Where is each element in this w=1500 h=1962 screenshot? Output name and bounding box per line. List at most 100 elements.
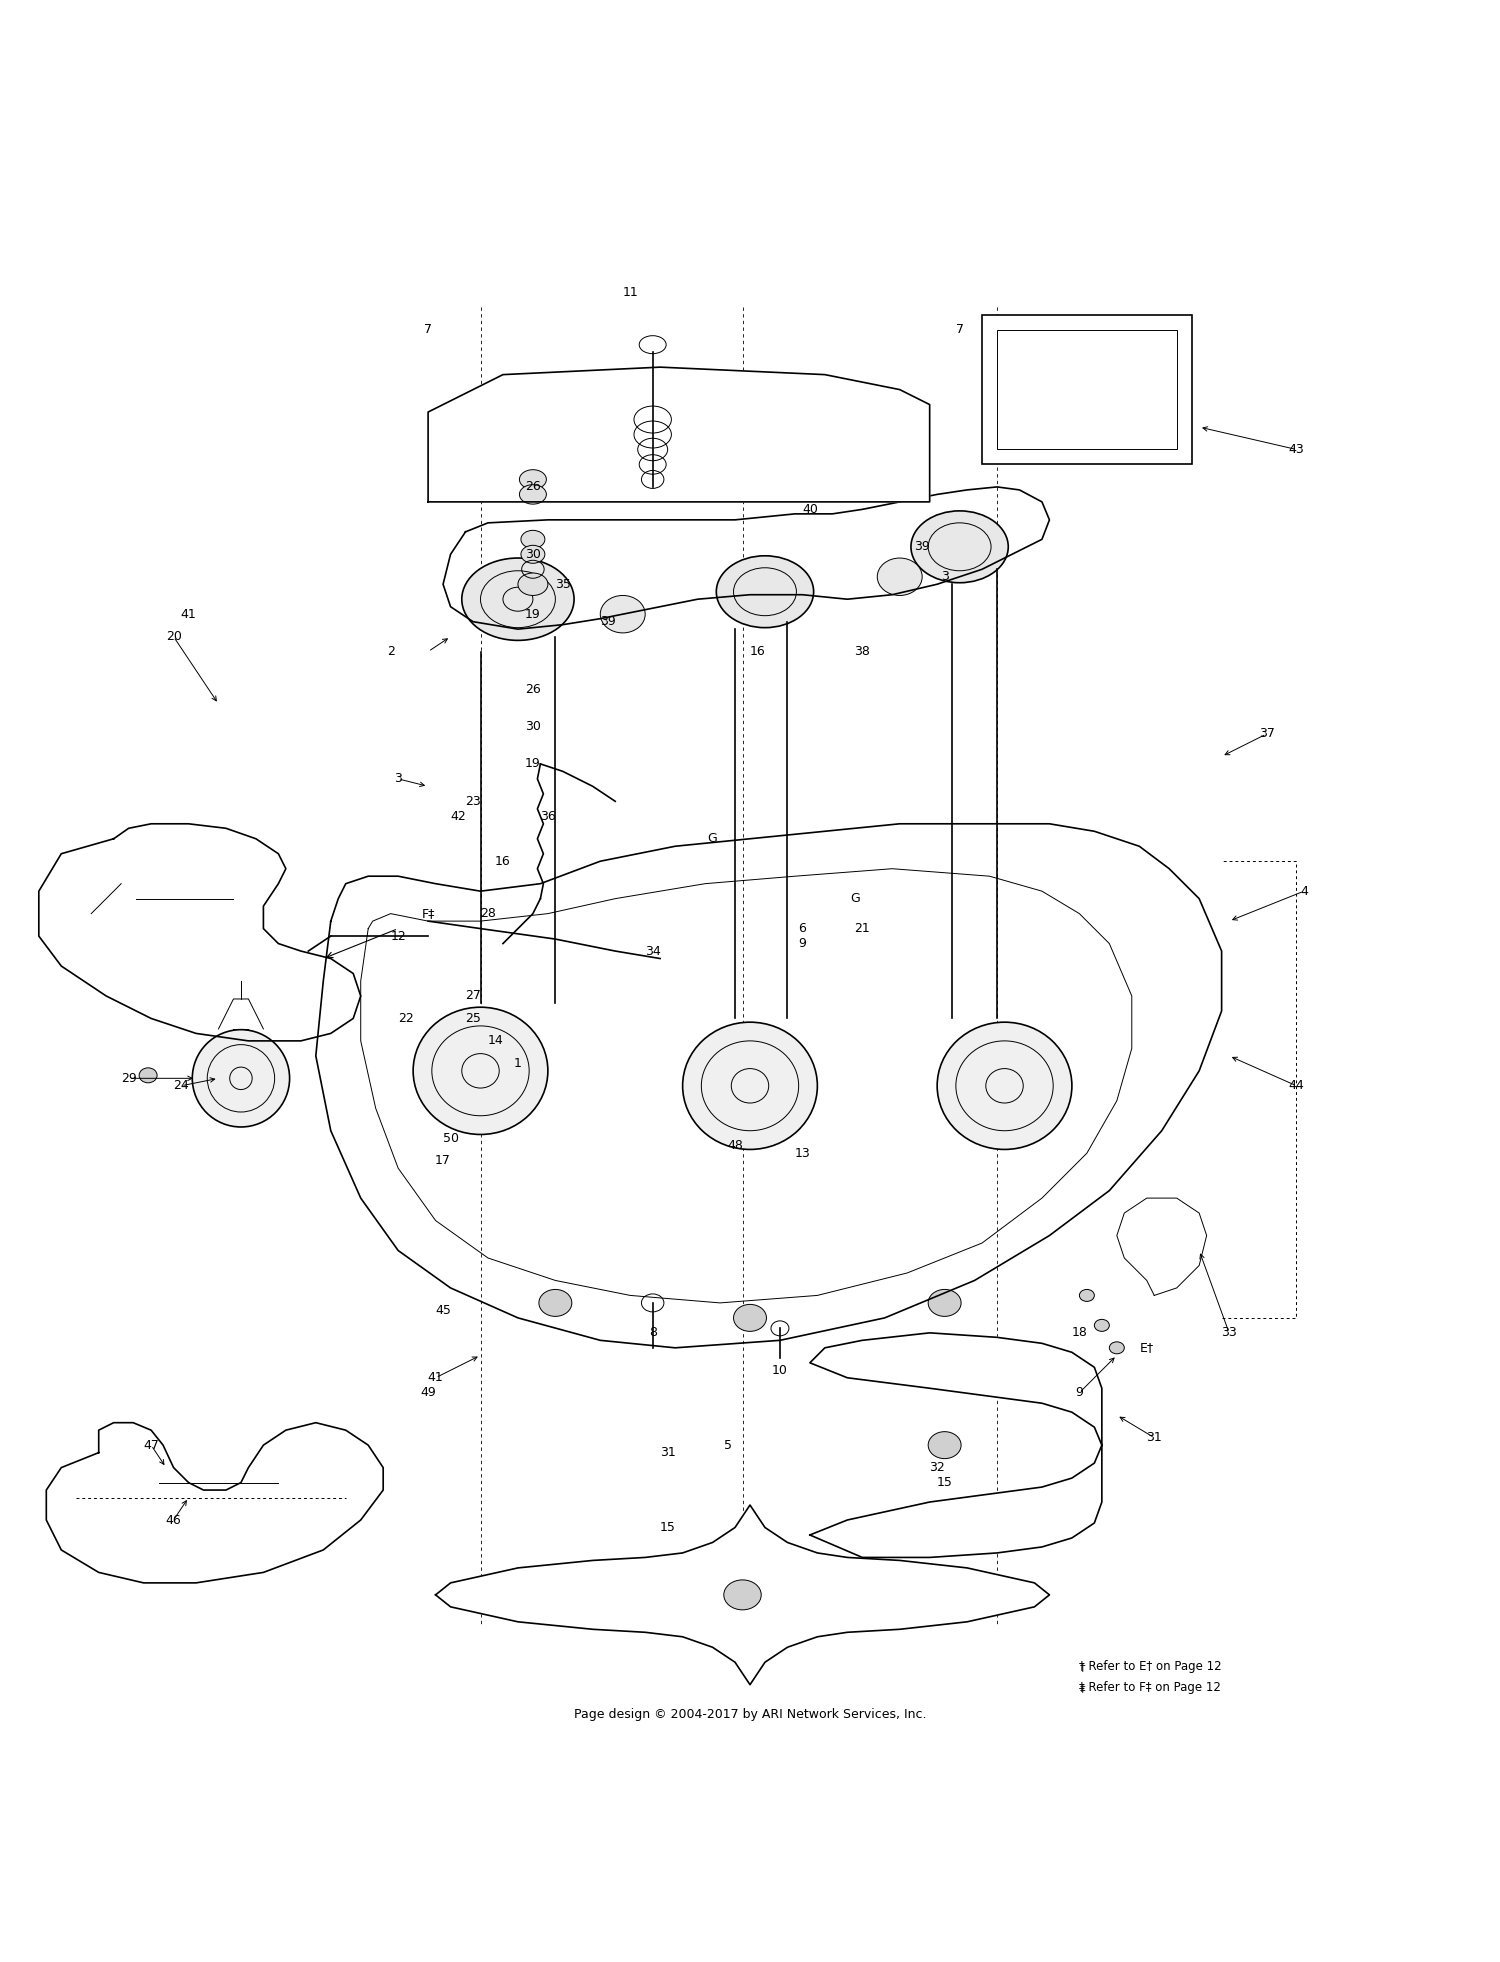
Ellipse shape xyxy=(734,1305,766,1332)
Text: G: G xyxy=(708,832,717,846)
Ellipse shape xyxy=(878,557,922,594)
Text: 28: 28 xyxy=(480,906,496,920)
Text: ARI: ARI xyxy=(591,899,909,1063)
Polygon shape xyxy=(46,1422,382,1583)
Text: 42: 42 xyxy=(450,810,466,822)
Ellipse shape xyxy=(1110,1342,1125,1354)
Text: 15: 15 xyxy=(660,1521,675,1534)
Text: 8: 8 xyxy=(648,1326,657,1340)
Text: 30: 30 xyxy=(525,547,542,561)
Ellipse shape xyxy=(519,485,546,504)
Text: 45: 45 xyxy=(435,1305,451,1317)
Text: 48: 48 xyxy=(728,1140,742,1152)
Text: 3: 3 xyxy=(394,773,402,785)
Ellipse shape xyxy=(717,555,813,628)
Text: 11: 11 xyxy=(622,286,638,298)
Text: 16: 16 xyxy=(750,645,765,657)
Text: 30: 30 xyxy=(525,720,542,734)
Text: 18: 18 xyxy=(1071,1326,1088,1340)
Text: 31: 31 xyxy=(1146,1430,1162,1444)
Text: 47: 47 xyxy=(142,1438,159,1452)
Text: 44: 44 xyxy=(1288,1079,1305,1093)
Polygon shape xyxy=(810,1332,1102,1558)
Text: 10: 10 xyxy=(772,1364,788,1377)
Text: 7: 7 xyxy=(956,324,963,336)
Text: 22: 22 xyxy=(398,1012,414,1024)
Text: 26: 26 xyxy=(525,481,542,492)
Text: 23: 23 xyxy=(465,795,482,808)
Text: 36: 36 xyxy=(540,810,555,822)
Text: 26: 26 xyxy=(525,683,542,697)
Text: 7: 7 xyxy=(424,324,432,336)
Polygon shape xyxy=(39,824,360,1042)
Text: G: G xyxy=(850,893,859,904)
Ellipse shape xyxy=(538,1289,572,1317)
Text: 25: 25 xyxy=(465,1012,482,1024)
Ellipse shape xyxy=(1095,1318,1110,1332)
Ellipse shape xyxy=(413,1007,548,1134)
Ellipse shape xyxy=(928,1432,962,1458)
Ellipse shape xyxy=(910,510,1008,583)
Text: 35: 35 xyxy=(555,577,572,591)
Text: 50: 50 xyxy=(442,1132,459,1144)
Text: 24: 24 xyxy=(172,1079,189,1093)
Ellipse shape xyxy=(462,557,574,640)
Ellipse shape xyxy=(520,530,544,547)
Text: 29: 29 xyxy=(122,1071,136,1085)
Text: 19: 19 xyxy=(525,757,542,771)
Text: 6: 6 xyxy=(798,922,807,936)
Text: 32: 32 xyxy=(930,1462,945,1473)
Text: 38: 38 xyxy=(855,645,870,657)
Text: 33: 33 xyxy=(1221,1326,1238,1340)
Text: 43: 43 xyxy=(1288,443,1305,455)
Ellipse shape xyxy=(724,1579,760,1611)
Text: 13: 13 xyxy=(795,1146,810,1160)
Ellipse shape xyxy=(682,1022,818,1150)
Text: 41: 41 xyxy=(427,1371,444,1385)
Text: F‡: F‡ xyxy=(422,906,435,920)
Text: 31: 31 xyxy=(660,1446,675,1460)
Bar xyxy=(982,314,1191,465)
Ellipse shape xyxy=(928,1289,962,1317)
Text: 39: 39 xyxy=(915,540,930,553)
Text: 39: 39 xyxy=(600,616,615,628)
Text: 3: 3 xyxy=(940,571,948,583)
Text: 5: 5 xyxy=(723,1438,732,1452)
Text: 9: 9 xyxy=(798,938,807,950)
Polygon shape xyxy=(316,824,1221,1348)
Ellipse shape xyxy=(1080,1289,1095,1301)
Text: 27: 27 xyxy=(465,989,482,1003)
Text: Page design © 2004-2017 by ARI Network Services, Inc.: Page design © 2004-2017 by ARI Network S… xyxy=(573,1709,926,1721)
Bar xyxy=(998,330,1176,449)
Polygon shape xyxy=(435,1505,1050,1685)
Text: 49: 49 xyxy=(420,1387,436,1399)
Text: 20: 20 xyxy=(165,630,182,644)
Text: 1: 1 xyxy=(514,1058,522,1069)
Ellipse shape xyxy=(600,594,645,634)
Text: 16: 16 xyxy=(495,855,512,867)
Text: 37: 37 xyxy=(1258,728,1275,740)
Text: 21: 21 xyxy=(855,922,870,936)
Text: 40: 40 xyxy=(802,502,818,516)
Text: 12: 12 xyxy=(390,930,406,942)
Polygon shape xyxy=(427,367,930,502)
Text: 41: 41 xyxy=(180,608,196,620)
Ellipse shape xyxy=(192,1030,290,1126)
Text: E†: E† xyxy=(1140,1342,1154,1354)
Text: 14: 14 xyxy=(488,1034,504,1048)
Polygon shape xyxy=(1118,1199,1206,1295)
Text: 46: 46 xyxy=(165,1513,182,1526)
Text: 19: 19 xyxy=(525,608,542,620)
Text: † Refer to E† on Page 12: † Refer to E† on Page 12 xyxy=(1080,1660,1222,1674)
Text: †: † xyxy=(1080,1662,1084,1672)
Text: 17: 17 xyxy=(435,1154,451,1167)
Text: ‡ Refer to F‡ on Page 12: ‡ Refer to F‡ on Page 12 xyxy=(1080,1681,1221,1695)
Text: 4: 4 xyxy=(1300,885,1308,899)
Text: 2: 2 xyxy=(387,645,394,657)
Text: 34: 34 xyxy=(645,944,660,957)
Text: 9: 9 xyxy=(1076,1387,1083,1399)
Text: ‡: ‡ xyxy=(1080,1683,1084,1693)
Ellipse shape xyxy=(938,1022,1072,1150)
Ellipse shape xyxy=(140,1067,158,1083)
Ellipse shape xyxy=(518,573,548,594)
